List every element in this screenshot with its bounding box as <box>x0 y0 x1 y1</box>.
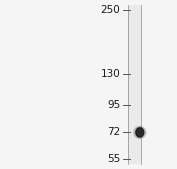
Text: 250: 250 <box>101 5 120 15</box>
Ellipse shape <box>136 128 144 137</box>
Text: 72: 72 <box>107 127 120 137</box>
Text: 130: 130 <box>101 69 120 79</box>
Bar <box>128 5 141 164</box>
Text: 55: 55 <box>107 154 120 164</box>
Ellipse shape <box>134 126 146 138</box>
Text: 95: 95 <box>107 100 120 110</box>
